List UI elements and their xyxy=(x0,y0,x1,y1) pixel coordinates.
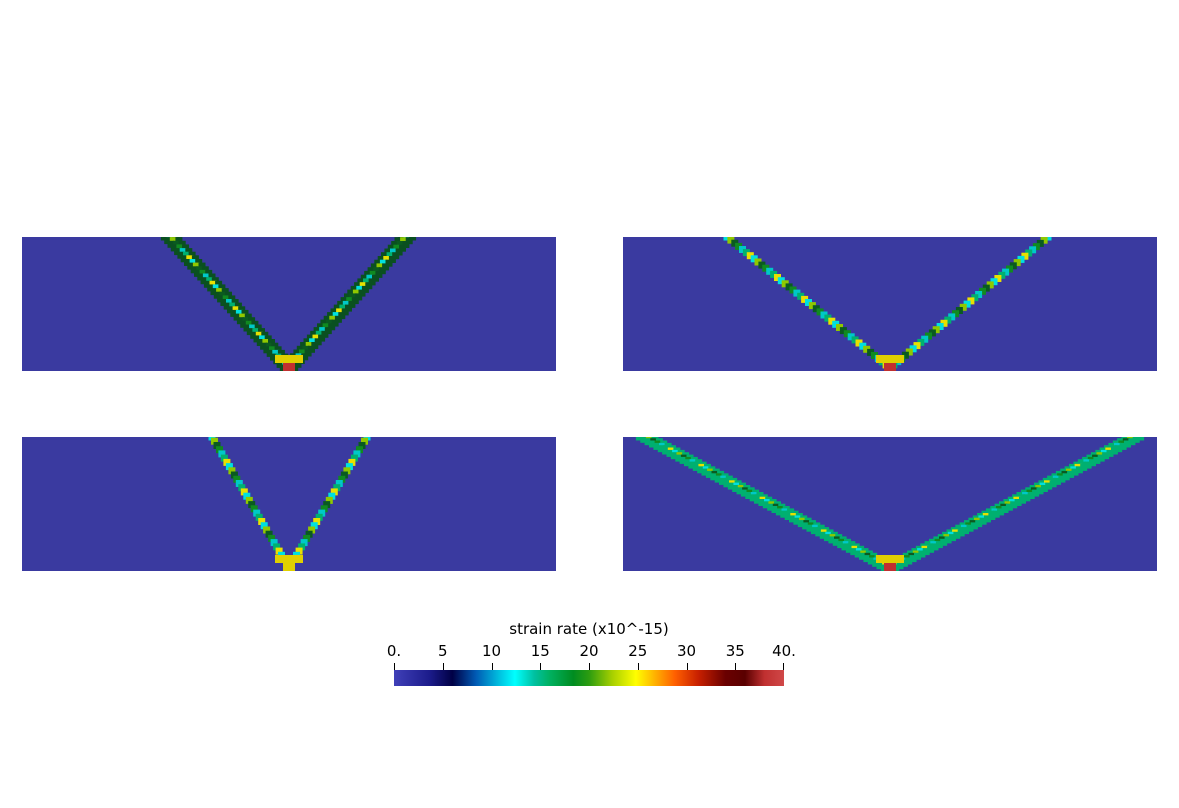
strain-rate-panel-top-left xyxy=(22,237,556,371)
colorbar-tick-mark xyxy=(540,663,542,671)
strain-rate-panel-top-right xyxy=(623,237,1157,371)
colorbar-tick-mark xyxy=(491,663,493,671)
colorbar-tick-mark xyxy=(442,663,444,671)
colorbar-tick-label: 30 xyxy=(676,642,697,660)
colorbar-tick-label: 5 xyxy=(437,642,448,660)
colorbar-tick-label: 15 xyxy=(530,642,550,660)
strain-rate-panel-bottom-right xyxy=(623,437,1157,571)
colorbar-tick-label: 25 xyxy=(628,642,648,660)
colorbar-tick-mark xyxy=(686,663,688,671)
colorbar-gradient xyxy=(394,670,784,686)
colorbar-title: strain rate (x10^-15) xyxy=(509,620,669,638)
colorbar-tick-label: 0. xyxy=(386,642,402,660)
colorbar-tick-mark xyxy=(589,663,590,671)
colorbar-tick-mark xyxy=(394,663,395,671)
colorbar-tick-label: 40. xyxy=(772,642,796,660)
colorbar-tick-mark xyxy=(637,663,639,671)
colorbar-tick-label: 35 xyxy=(725,642,745,660)
colorbar-tick-label: 10 xyxy=(481,642,502,660)
colorbar: strain rate (x10^-15) 0. 5 10 15 20 25 30 35 40. xyxy=(387,620,796,690)
strain-rate-panel-bottom-left xyxy=(22,437,556,571)
colorbar-tick-mark xyxy=(783,663,784,671)
colorbar-tick-label: 20 xyxy=(579,642,599,660)
colorbar-tick-mark xyxy=(735,663,737,671)
